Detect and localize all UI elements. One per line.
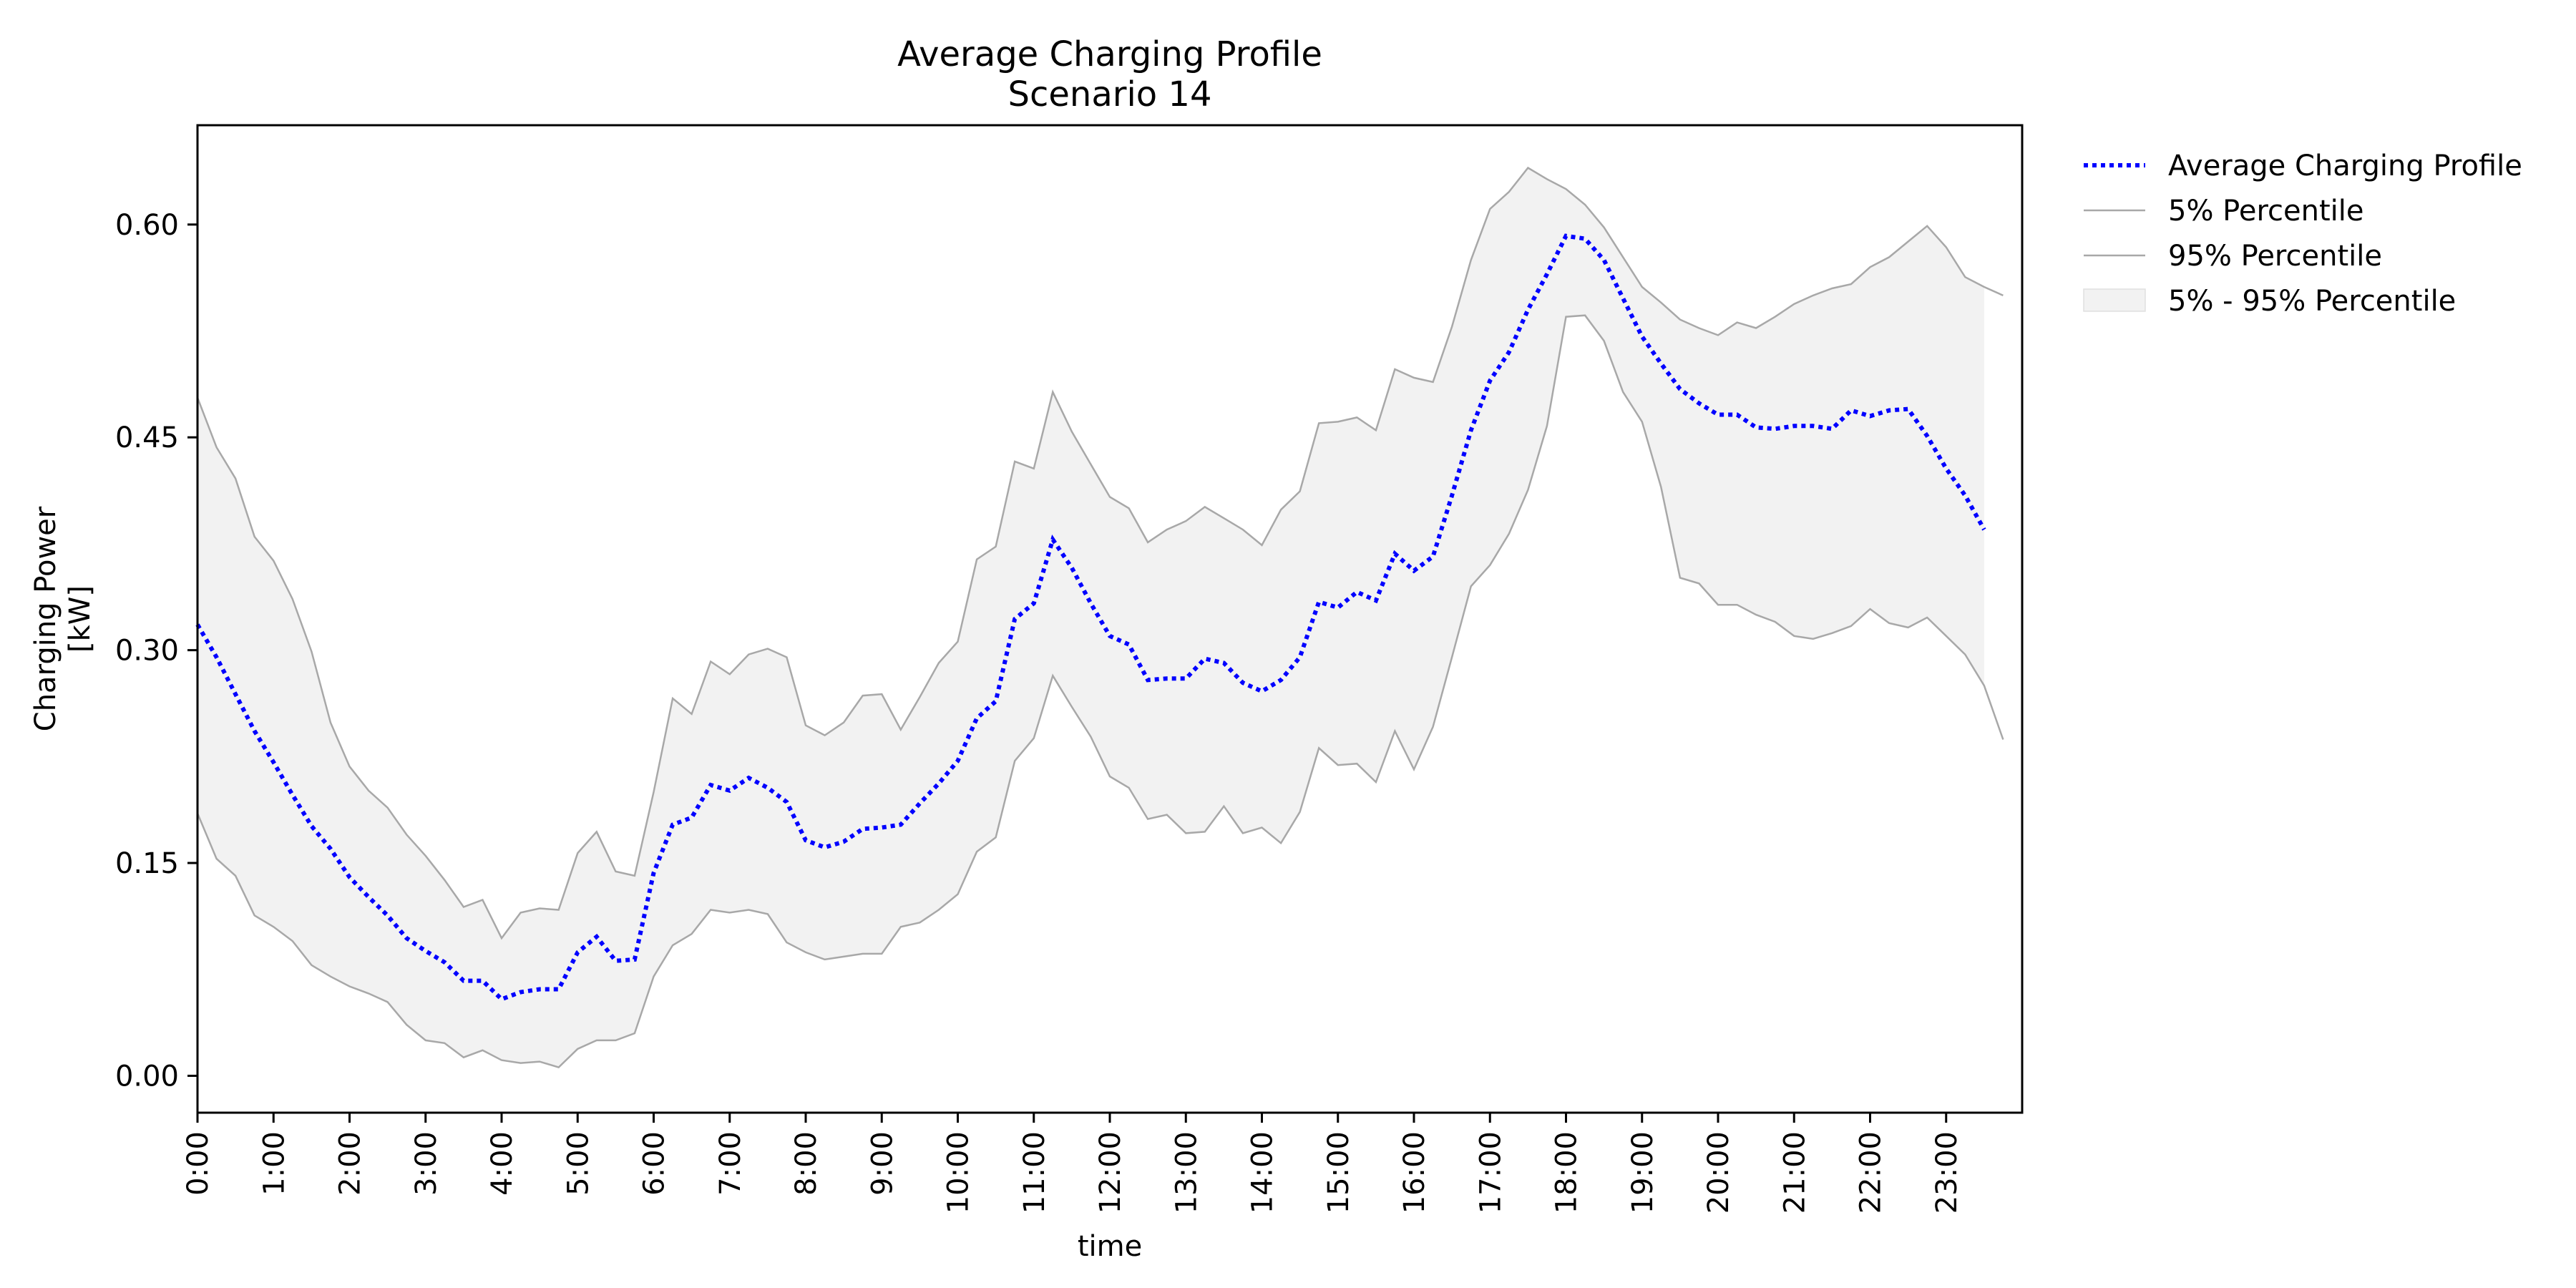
x-tick-label: 1:00 — [258, 1131, 291, 1196]
series-line-average — [195, 233, 1986, 1002]
x-tick-label: 0:00 — [182, 1131, 215, 1196]
series-line-p5 — [196, 314, 2004, 1069]
legend-item-average: Average Charging Profile — [2168, 150, 2522, 182]
x-tick-label: 18:00 — [1551, 1131, 1584, 1214]
y-axis-label: Charging Power — [29, 506, 62, 731]
x-tick-label: 10:00 — [942, 1131, 975, 1214]
x-tick-label: 14:00 — [1246, 1131, 1279, 1214]
legend-item-band: 5% - 95% Percentile — [2168, 285, 2456, 318]
x-tick-label: 3:00 — [410, 1131, 443, 1196]
chart-subtitle: Scenario 14 — [1008, 74, 1212, 114]
y-tick-label: 0.45 — [115, 421, 179, 454]
axes: 0.00 0.15 0.30 0.45 0.60 0:00 1:00 2:00 3:00 4:00… — [115, 124, 2024, 1214]
x-tick-label: 8:00 — [790, 1131, 823, 1196]
x-tick-label: 19:00 — [1626, 1131, 1659, 1214]
y-axis-unit: [kW] — [64, 585, 97, 653]
x-tick-label: 4:00 — [486, 1131, 519, 1196]
percentile-band — [197, 167, 1984, 1068]
x-tick-label: 7:00 — [714, 1131, 747, 1196]
legend-item-p5: 5% Percentile — [2168, 195, 2364, 228]
x-tick-label: 2:00 — [334, 1131, 367, 1196]
y-axis-label-group: Charging Power [kW] — [29, 506, 97, 731]
x-tick-label: 22:00 — [1855, 1131, 1888, 1214]
x-tick-label: 11:00 — [1018, 1131, 1051, 1214]
x-tick-label: 16:00 — [1398, 1131, 1431, 1214]
x-tick-label: 20:00 — [1702, 1131, 1735, 1214]
y-tick-label: 0.00 — [115, 1060, 179, 1093]
x-tick-label: 9:00 — [866, 1131, 899, 1196]
x-axis-label: time — [1078, 1230, 1142, 1263]
legend-item-p95: 95% Percentile — [2168, 240, 2382, 273]
plot-area — [195, 166, 2004, 1069]
y-tick-label: 0.60 — [115, 209, 179, 242]
chart-title: Average Charging Profile — [897, 34, 1322, 74]
legend-swatch-band — [2083, 288, 2146, 312]
x-tick-label: 5:00 — [562, 1131, 595, 1196]
x-tick-label: 21:00 — [1778, 1131, 1811, 1214]
x-tick-label: 17:00 — [1474, 1131, 1507, 1214]
x-tick-label: 6:00 — [638, 1131, 671, 1196]
x-tick-label: 23:00 — [1931, 1131, 1963, 1214]
x-tick-label: 15:00 — [1322, 1131, 1355, 1214]
x-tick-label: 12:00 — [1094, 1131, 1127, 1214]
series-line-p95 — [196, 166, 2004, 940]
x-tick-label: 13:00 — [1170, 1131, 1203, 1214]
y-tick-label: 0.15 — [115, 847, 179, 880]
y-tick-label: 0.30 — [115, 635, 179, 668]
legend: Average Charging Profile 5% Percentile 9… — [2083, 150, 2522, 318]
